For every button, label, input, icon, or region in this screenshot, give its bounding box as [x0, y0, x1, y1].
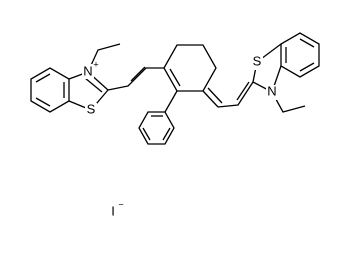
double-bond	[169, 68, 181, 87]
double-bond	[142, 127, 151, 141]
double-bond	[162, 127, 171, 141]
charge: +	[93, 59, 98, 69]
double-bond	[35, 97, 51, 107]
double-bond	[299, 62, 315, 72]
atom-label: S	[253, 53, 262, 68]
vinyl	[217, 81, 254, 108]
atom-label: N	[83, 63, 92, 78]
counterion-charge: −	[118, 199, 123, 209]
double-bond	[207, 87, 223, 104]
double-bond	[130, 66, 146, 82]
atom-label: N	[267, 83, 276, 98]
phenyl	[138, 111, 175, 145]
bond	[164, 90, 178, 113]
double-bond	[299, 38, 315, 48]
double-bond	[35, 73, 51, 83]
bond	[202, 90, 219, 108]
atom-label: S	[87, 101, 96, 116]
double-bond	[84, 77, 103, 93]
atom-labels: N + S S N	[82, 53, 278, 118]
right-benzene	[280, 32, 320, 78]
counterion: I	[111, 203, 115, 218]
vinyl	[107, 67, 164, 91]
double-bond	[236, 81, 250, 101]
cyclohexene	[163, 44, 217, 92]
